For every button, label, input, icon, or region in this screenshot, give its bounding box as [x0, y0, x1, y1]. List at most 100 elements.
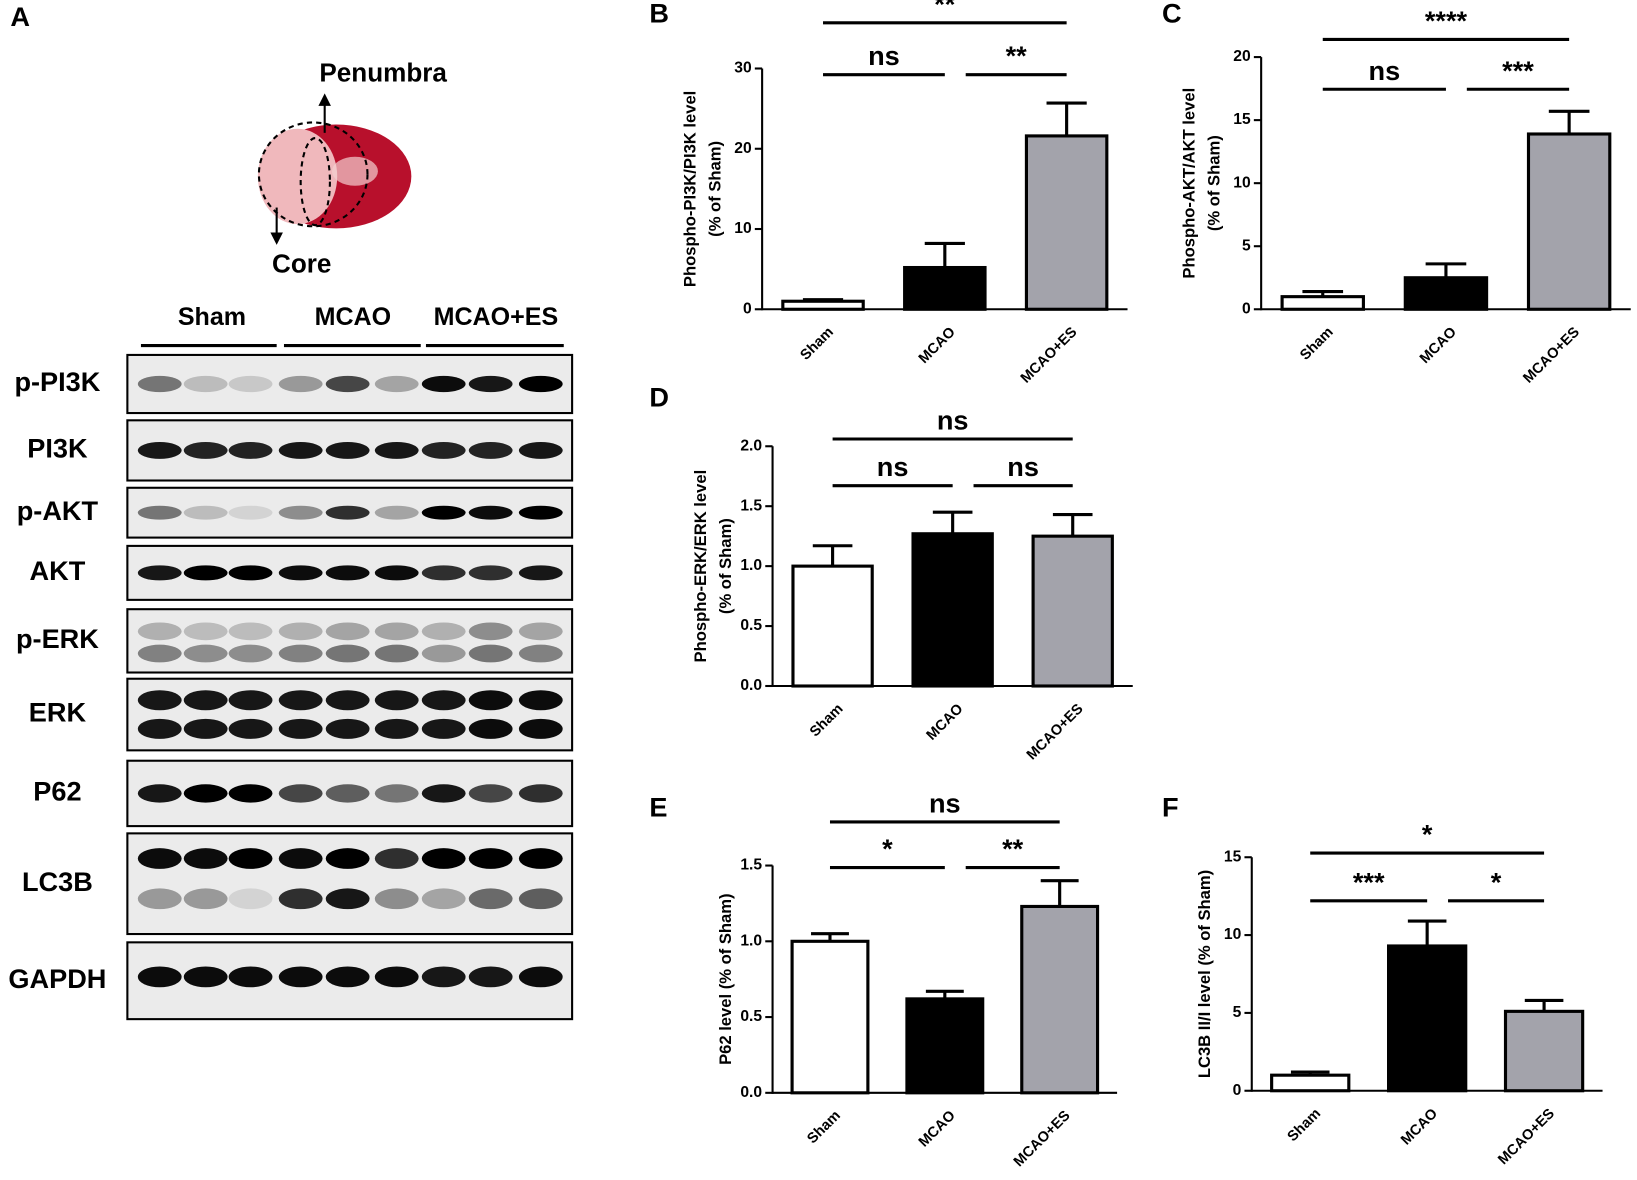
band — [421, 718, 466, 739]
band — [137, 375, 182, 393]
significance-label: **** — [1425, 6, 1468, 36]
y-tick-label: 30 — [734, 60, 752, 77]
band — [325, 718, 370, 739]
band — [518, 888, 563, 910]
x-tick-label: MCAO — [924, 701, 967, 744]
group-label: Sham — [178, 303, 246, 331]
y-tick-label: 1.0 — [740, 932, 762, 949]
band — [468, 375, 513, 393]
band — [183, 718, 228, 739]
band — [183, 375, 228, 393]
bar — [1270, 1073, 1351, 1093]
bar — [1024, 134, 1109, 311]
band — [468, 565, 513, 581]
band — [325, 690, 370, 711]
band — [468, 848, 513, 869]
band — [183, 784, 228, 803]
band — [421, 622, 466, 641]
panel-label: B — [649, 0, 669, 29]
blot-strip — [126, 608, 574, 674]
y-axis-label: Phospho-PI3K/PI3K level — [680, 91, 699, 287]
blot-strip — [126, 677, 574, 752]
panel-label: E — [649, 793, 667, 823]
white-matter — [331, 156, 378, 186]
band — [325, 848, 370, 869]
significance-label: ns — [1007, 452, 1039, 482]
band — [278, 644, 323, 663]
band — [278, 718, 323, 739]
y-tick-label: 5 — [1242, 237, 1251, 254]
y-tick-label: 0.0 — [740, 677, 762, 694]
band — [421, 441, 466, 459]
band — [374, 565, 419, 581]
band — [183, 966, 228, 988]
band — [137, 690, 182, 711]
significance-label: ns — [868, 41, 900, 71]
significance-label: ns — [877, 452, 909, 482]
arrow-head — [318, 93, 331, 106]
x-tick-label: MCAO+ES — [1024, 701, 1087, 764]
band — [278, 848, 323, 869]
band — [468, 622, 513, 641]
y-tick-label: 1.0 — [740, 557, 762, 574]
band — [137, 718, 182, 739]
band — [228, 690, 273, 711]
band — [468, 718, 513, 739]
band — [228, 644, 273, 663]
band — [137, 565, 182, 581]
significance-label: ns — [937, 406, 969, 436]
band — [421, 375, 466, 393]
band — [468, 888, 513, 910]
x-tick-label: Sham — [1297, 324, 1337, 363]
bar — [903, 265, 987, 311]
band — [228, 622, 273, 641]
y-tick-label: 0.5 — [740, 1008, 762, 1025]
y-tick-label: 1.5 — [740, 857, 762, 874]
band — [325, 888, 370, 910]
protein-label: p-PI3K — [14, 367, 100, 397]
band — [518, 644, 563, 663]
western-blot: Sham MCAO MCAO+ES p-PI3K PI3K p-AKT AKT p-ERK ER… — [8, 303, 574, 1021]
brain-image — [257, 93, 412, 245]
bar — [790, 939, 870, 1095]
band — [421, 888, 466, 910]
y-axis-label: (% of Sham) — [706, 141, 725, 237]
x-tick-label: Sham — [1285, 1106, 1325, 1145]
protein-label: P62 — [33, 777, 81, 807]
band — [278, 784, 323, 803]
band — [278, 888, 323, 910]
band — [137, 441, 182, 459]
bar — [781, 299, 865, 311]
band — [183, 622, 228, 641]
band — [228, 565, 273, 581]
bar — [791, 564, 874, 688]
protein-label: p-ERK — [16, 624, 99, 654]
band — [421, 784, 466, 803]
y-tick-label: 10 — [734, 220, 752, 237]
band — [421, 848, 466, 869]
bar — [911, 532, 994, 688]
band — [325, 784, 370, 803]
y-tick-label: 0.5 — [740, 617, 762, 634]
y-tick-label: 20 — [1233, 48, 1251, 65]
band — [374, 784, 419, 803]
band — [137, 505, 182, 520]
x-tick-label: MCAO — [916, 1108, 959, 1151]
bar — [1403, 276, 1489, 311]
group-label: MCAO — [315, 303, 392, 331]
band — [374, 888, 419, 910]
band — [325, 565, 370, 581]
band — [228, 966, 273, 988]
penumbra-outline — [257, 121, 369, 228]
band — [374, 441, 419, 459]
band — [228, 888, 273, 910]
significance-label: ** — [1006, 41, 1028, 71]
band — [325, 441, 370, 459]
x-tick-label: MCAO — [916, 324, 959, 367]
band — [228, 784, 273, 803]
x-tick-label: MCAO+ES — [1495, 1106, 1558, 1169]
y-tick-label: 15 — [1224, 848, 1242, 865]
band — [183, 505, 228, 520]
band — [518, 848, 563, 869]
bar — [1280, 295, 1365, 311]
